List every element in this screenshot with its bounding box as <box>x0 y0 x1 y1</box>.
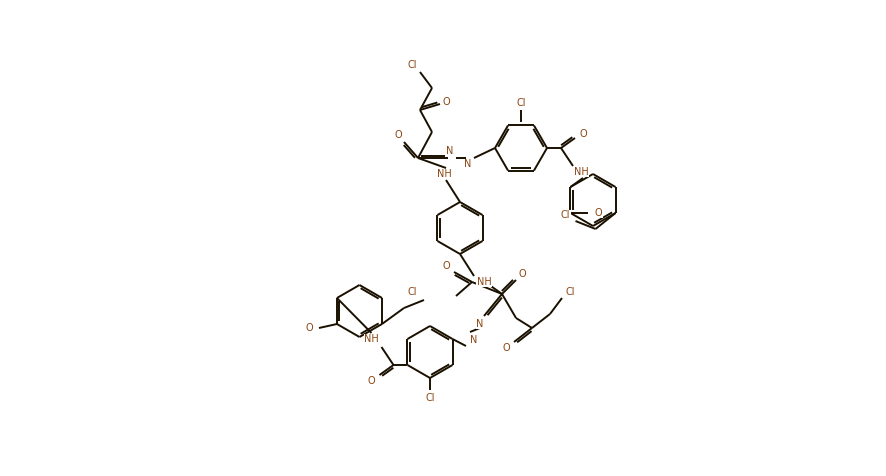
Text: NH: NH <box>573 167 587 177</box>
Text: O: O <box>368 376 375 386</box>
Text: N: N <box>446 146 453 156</box>
Text: O: O <box>517 269 525 279</box>
Text: O: O <box>305 323 313 333</box>
Text: NH: NH <box>363 334 378 344</box>
Text: Cl: Cl <box>424 393 434 403</box>
Text: NH: NH <box>436 169 451 179</box>
Text: NH: NH <box>476 277 491 287</box>
Text: O: O <box>579 129 587 139</box>
Text: N: N <box>463 159 471 169</box>
Text: O: O <box>501 343 509 353</box>
Text: Cl: Cl <box>407 287 416 297</box>
Text: O: O <box>442 97 449 107</box>
Text: O: O <box>594 208 602 218</box>
Text: Cl: Cl <box>407 60 416 70</box>
Text: N: N <box>476 319 483 329</box>
Text: O: O <box>393 130 401 140</box>
Text: Cl: Cl <box>560 210 570 220</box>
Text: Cl: Cl <box>564 287 574 297</box>
Text: Cl: Cl <box>516 98 525 108</box>
Text: N: N <box>470 335 478 345</box>
Text: O: O <box>442 261 449 271</box>
